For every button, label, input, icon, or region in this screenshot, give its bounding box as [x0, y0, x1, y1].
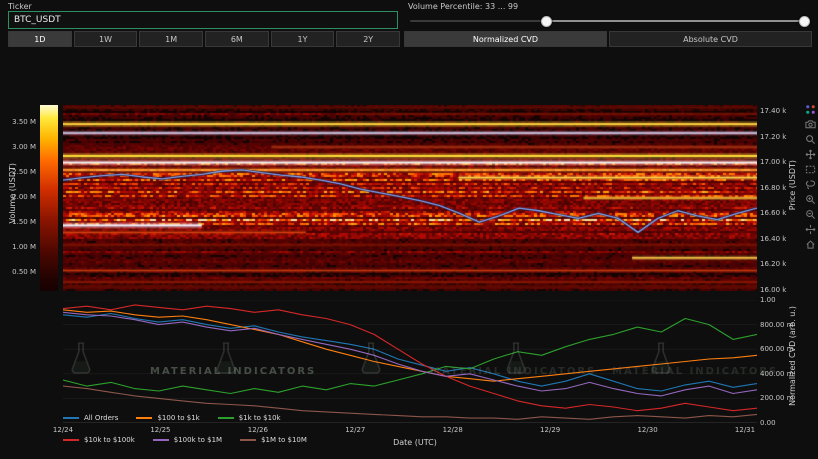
range-button-2y[interactable]: 2Y [336, 31, 400, 47]
tab-absolute-cvd[interactable]: Absolute CVD [609, 31, 812, 47]
date-tick: 12/28 [437, 426, 469, 434]
date-tick: 12/26 [242, 426, 274, 434]
price-tick: 16.20 k [760, 260, 786, 268]
zoom-out-icon[interactable] [803, 208, 817, 221]
legend-swatch-icon [63, 417, 79, 419]
legend-swatch-icon [136, 417, 152, 419]
watermark-text: MATERIAL INDICATORS [430, 366, 596, 377]
cvd-axis-title: Normalized CVD (arb. u.) [788, 306, 797, 406]
time-range-button-group: 1D1W1M6M1Y2Y [8, 31, 400, 47]
legend-item[interactable]: $10k to $100k [63, 436, 135, 444]
watermark-text: MATERIAL INDICATORS [150, 366, 316, 377]
range-button-1m[interactable]: 1M [139, 31, 203, 47]
legend-swatch-icon [63, 439, 79, 441]
plotly-modebar [803, 103, 817, 251]
legend-label: $100k to $1M [174, 436, 222, 444]
range-button-6m[interactable]: 6M [205, 31, 269, 47]
range-button-1d[interactable]: 1D [8, 31, 72, 47]
tab-normalized-cvd[interactable]: Normalized CVD [404, 31, 607, 47]
colorbar-tick: 1.50 M [2, 218, 36, 226]
legend-label: $1k to $10k [239, 414, 281, 422]
legend-item[interactable]: $1M to $10M [240, 436, 307, 444]
colorbar-tick: 1.00 M [2, 243, 36, 251]
colorbar-tick: 0.50 M [2, 268, 36, 276]
date-tick: 12/29 [534, 426, 566, 434]
legend-label: All Orders [84, 414, 118, 422]
lasso-select-icon[interactable] [803, 178, 817, 191]
price-tick: 16.00 k [760, 286, 786, 294]
legend-label: $10k to $100k [84, 436, 135, 444]
cvd-tab-group: Normalized CVDAbsolute CVD [404, 31, 812, 47]
legend-item[interactable]: $100k to $1M [153, 436, 222, 444]
camera-icon[interactable] [803, 118, 817, 131]
price-tick: 16.80 k [760, 184, 786, 192]
legend-row: All Orders $100 to $1k $1k to $10k [63, 414, 281, 422]
legend-swatch-icon [240, 439, 256, 441]
volume-colorbar [40, 105, 58, 291]
volume-percentile-slider[interactable] [410, 15, 808, 27]
cvd-tick: 1.00 [760, 296, 776, 304]
colorbar-tick: 3.50 M [2, 118, 36, 126]
autoscale-icon[interactable] [803, 223, 817, 236]
price-axis-title: Price (USDT) [788, 160, 797, 210]
volume-heatmap-plot[interactable] [63, 105, 757, 291]
ticker-input[interactable] [8, 11, 398, 29]
legend-item[interactable]: All Orders [63, 414, 118, 422]
colorbar-tick: 2.00 M [2, 193, 36, 201]
legend-swatch-icon [218, 417, 234, 419]
colorbar-tick: 2.50 M [2, 168, 36, 176]
legend-label: $1M to $10M [261, 436, 307, 444]
slider-selected-range[interactable] [545, 20, 804, 22]
date-tick: 12/30 [632, 426, 664, 434]
legend-swatch-icon [153, 439, 169, 441]
plotly-logo-icon[interactable] [803, 103, 817, 116]
date-tick: 12/31 [729, 426, 761, 434]
price-tick: 17.00 k [760, 158, 786, 166]
watermark-text: MATERIAL INDICATORS [612, 366, 778, 377]
flask-watermark-icon [358, 341, 384, 379]
zoom-in-icon[interactable] [803, 193, 817, 206]
firecharts-app: Ticker Volume Percentile: 33 ... 99 1D1W… [0, 0, 818, 459]
date-tick: 12/24 [47, 426, 79, 434]
legend-item[interactable]: $100 to $1k [136, 414, 199, 422]
reset-axes-icon[interactable] [803, 238, 817, 251]
colorbar-tick: 3.00 M [2, 143, 36, 151]
chart-figure: Volume (USDT) 3.50 M3.00 M2.50 M2.00 M1.… [0, 48, 818, 408]
price-tick: 17.40 k [760, 107, 786, 115]
legend-item[interactable]: $1k to $10k [218, 414, 281, 422]
price-tick: 16.60 k [760, 209, 786, 217]
legend-label: $100 to $1k [157, 414, 199, 422]
date-tick: 12/27 [339, 426, 371, 434]
range-button-1w[interactable]: 1W [74, 31, 138, 47]
date-tick: 12/25 [144, 426, 176, 434]
date-axis-title: Date (UTC) [360, 438, 470, 447]
range-button-1y[interactable]: 1Y [271, 31, 335, 47]
zoom-icon[interactable] [803, 133, 817, 146]
box-select-icon[interactable] [803, 163, 817, 176]
slider-handle-min[interactable] [541, 16, 552, 27]
legend-row: $10k to $100k $100k to $1M $1M to $10M [63, 436, 307, 444]
price-tick: 16.40 k [760, 235, 786, 243]
pan-icon[interactable] [803, 148, 817, 161]
flask-watermark-icon [68, 341, 94, 379]
volume-percentile-label: Volume Percentile: 33 ... 99 [408, 2, 518, 11]
price-tick: 17.20 k [760, 133, 786, 141]
ticker-label: Ticker [8, 2, 32, 11]
cvd-tick: 0.00 [760, 419, 776, 427]
slider-handle-max[interactable] [799, 16, 810, 27]
